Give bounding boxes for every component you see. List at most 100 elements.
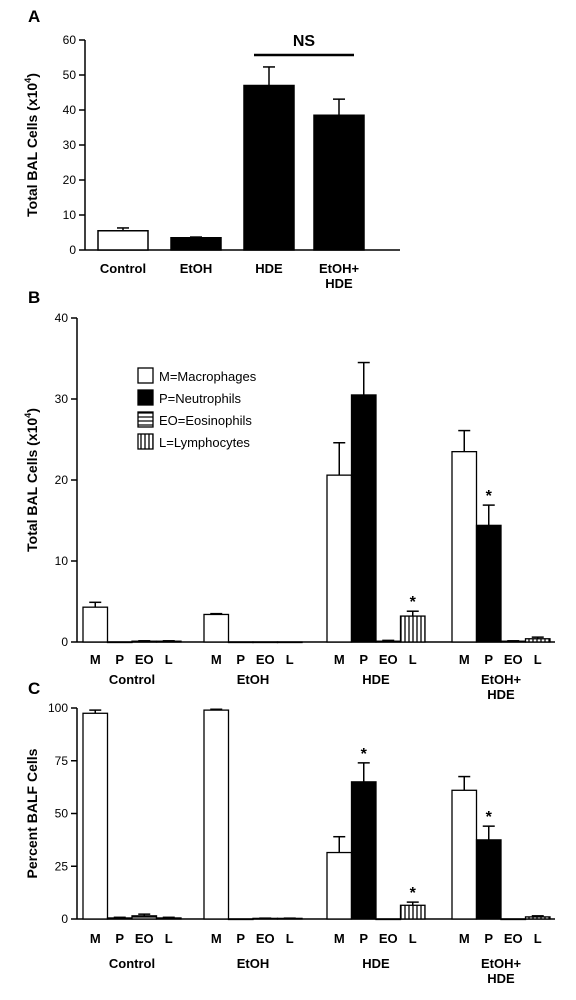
x-group-label: EtOH+ HDE bbox=[481, 672, 522, 702]
bar bbox=[82, 712, 109, 920]
bar bbox=[131, 915, 158, 920]
bar bbox=[106, 641, 133, 644]
legend-swatch bbox=[137, 411, 154, 428]
panel-a: A Total BAL Cells (x104) 0 10 20 30 40 50 60 Cont… bbox=[23, 7, 400, 291]
bar bbox=[252, 641, 279, 644]
x-subcategory-label: M bbox=[90, 931, 101, 946]
y-tick-label: 75 bbox=[55, 754, 69, 768]
y-tick-label: 0 bbox=[69, 243, 76, 257]
bar bbox=[227, 641, 254, 644]
x-subcategory-label: M bbox=[459, 931, 470, 946]
legend-swatch bbox=[137, 433, 154, 450]
bar bbox=[451, 789, 478, 920]
x-subcategory-label: M bbox=[90, 652, 101, 667]
legend-entry: M=Macrophages bbox=[159, 369, 257, 384]
y-tick-label: 20 bbox=[55, 473, 69, 487]
bar bbox=[131, 640, 158, 643]
x-category-label: EtOH+ HDE bbox=[319, 261, 360, 291]
bar bbox=[375, 918, 402, 921]
x-subcategory-label: EO bbox=[379, 931, 398, 946]
y-tick-label: 30 bbox=[63, 138, 77, 152]
panel-letter: C bbox=[28, 679, 40, 698]
y-tick-label: 40 bbox=[63, 103, 77, 117]
x-subcategory-label: P bbox=[115, 652, 124, 667]
legend-swatch bbox=[137, 389, 154, 406]
x-subcategory-label: M bbox=[211, 931, 222, 946]
x-group-label: EtOH bbox=[237, 672, 270, 687]
bar bbox=[243, 84, 295, 251]
x-subcategory-label: L bbox=[534, 931, 542, 946]
x-group-label: EtOH+ HDE bbox=[481, 956, 522, 986]
x-group-label: EtOH bbox=[237, 956, 270, 971]
bar bbox=[227, 918, 254, 921]
x-subcategory-label: M bbox=[211, 652, 222, 667]
y-axis-label: Total BAL Cells (x104) bbox=[23, 408, 40, 552]
x-subcategory-label: P bbox=[359, 652, 368, 667]
y-tick-label: 100 bbox=[48, 701, 68, 715]
x-subcategory-label: L bbox=[165, 652, 173, 667]
x-subcategory-label: EO bbox=[135, 652, 154, 667]
significance-star: * bbox=[486, 809, 493, 826]
panel-letter: B bbox=[28, 288, 40, 307]
bar bbox=[524, 638, 551, 643]
bar bbox=[82, 606, 109, 643]
x-subcategory-label: L bbox=[534, 652, 542, 667]
bar bbox=[170, 237, 222, 251]
bar bbox=[451, 450, 478, 643]
x-subcategory-label: P bbox=[359, 931, 368, 946]
legend-swatch bbox=[137, 367, 154, 384]
x-category-label: Control bbox=[100, 261, 146, 276]
y-tick-label: 0 bbox=[61, 912, 68, 926]
bar bbox=[500, 640, 527, 643]
bar bbox=[97, 230, 149, 251]
x-subcategory-label: L bbox=[286, 931, 294, 946]
x-category-label: HDE bbox=[255, 261, 283, 276]
y-axis-label: Percent BALF Cells bbox=[24, 748, 40, 878]
x-subcategory-label: P bbox=[236, 931, 245, 946]
bar bbox=[350, 781, 377, 920]
x-subcategory-label: L bbox=[409, 652, 417, 667]
bar bbox=[203, 709, 230, 920]
x-subcategory-label: L bbox=[165, 931, 173, 946]
x-subcategory-label: M bbox=[334, 931, 345, 946]
bar bbox=[252, 917, 279, 920]
legend-entry: P=Neutrophils bbox=[159, 391, 242, 406]
bar bbox=[326, 851, 353, 920]
bar bbox=[399, 904, 426, 920]
x-group-label: HDE bbox=[362, 672, 390, 687]
bar bbox=[475, 839, 502, 920]
bar bbox=[276, 641, 303, 644]
y-tick-label: 50 bbox=[55, 807, 69, 821]
bar bbox=[203, 613, 230, 643]
bar bbox=[500, 918, 527, 921]
ns-annotation: NS bbox=[293, 33, 316, 50]
y-tick-label: 10 bbox=[63, 208, 77, 222]
y-tick-label: 10 bbox=[55, 554, 69, 568]
y-tick-label: 0 bbox=[61, 635, 68, 649]
x-group-label: HDE bbox=[362, 956, 390, 971]
y-tick-label: 40 bbox=[55, 311, 69, 325]
x-subcategory-label: EO bbox=[504, 931, 523, 946]
x-subcategory-label: P bbox=[484, 931, 493, 946]
y-axis-label: Total BAL Cells (x104) bbox=[23, 73, 40, 217]
x-subcategory-label: P bbox=[236, 652, 245, 667]
significance-star: * bbox=[410, 594, 417, 611]
x-subcategory-label: L bbox=[409, 931, 417, 946]
y-tick-label: 30 bbox=[55, 392, 69, 406]
bar bbox=[276, 917, 303, 920]
bar bbox=[350, 394, 377, 643]
y-tick-label: 50 bbox=[63, 68, 77, 82]
x-group-label: Control bbox=[109, 672, 155, 687]
x-group-label: Control bbox=[109, 956, 155, 971]
x-subcategory-label: L bbox=[286, 652, 294, 667]
significance-star: * bbox=[410, 885, 417, 902]
significance-star: * bbox=[361, 746, 368, 763]
x-subcategory-label: EO bbox=[504, 652, 523, 667]
bar bbox=[155, 917, 182, 920]
x-subcategory-label: EO bbox=[256, 931, 275, 946]
y-tick-label: 20 bbox=[63, 173, 77, 187]
bar bbox=[106, 917, 133, 920]
bar bbox=[326, 474, 353, 643]
